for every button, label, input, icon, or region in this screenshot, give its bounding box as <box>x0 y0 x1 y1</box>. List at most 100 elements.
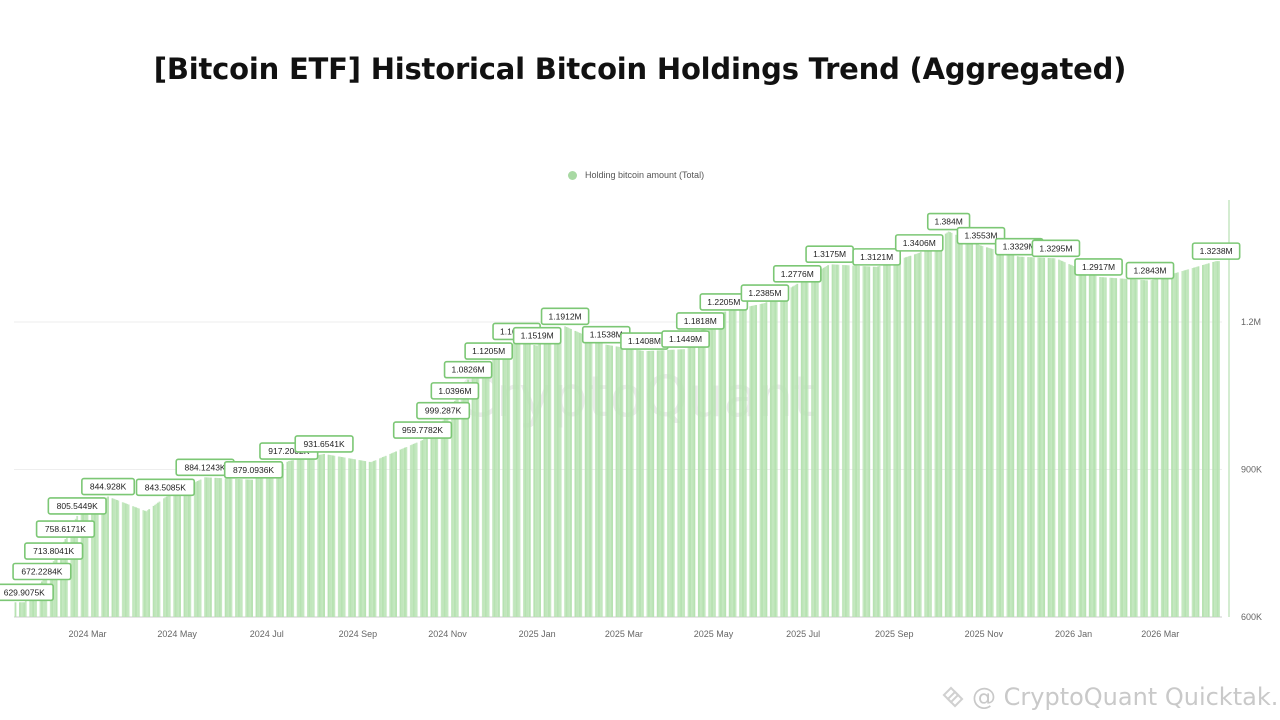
bar <box>1040 257 1043 617</box>
bar <box>1216 261 1219 617</box>
bar <box>249 479 252 617</box>
bar <box>411 444 414 617</box>
bar <box>753 305 756 617</box>
data-label-text: 1.3553M <box>964 231 997 241</box>
bar <box>1191 268 1194 617</box>
bar <box>183 487 186 617</box>
bar <box>301 458 303 617</box>
bar <box>343 457 346 617</box>
bar <box>617 346 619 617</box>
bar <box>258 476 261 617</box>
bar <box>615 346 618 617</box>
bar <box>433 429 436 617</box>
bar <box>711 321 713 617</box>
bar <box>1049 258 1051 617</box>
bar <box>461 389 464 617</box>
bar <box>189 484 192 617</box>
data-label-text: 758.6171K <box>45 524 86 534</box>
bar <box>154 504 156 617</box>
bar <box>215 477 218 617</box>
bar <box>340 457 343 617</box>
bar <box>107 496 109 617</box>
footer-credit: @ CryptoQuant Quicktak... <box>940 683 1280 711</box>
bar <box>806 277 809 617</box>
bar <box>1093 274 1096 617</box>
bar <box>636 349 639 617</box>
data-label: 1.2205M <box>699 293 749 311</box>
bar <box>296 459 299 617</box>
bar <box>925 247 928 617</box>
bar <box>423 438 425 617</box>
bar <box>329 454 331 617</box>
bar <box>518 342 521 617</box>
bar <box>899 259 902 617</box>
bar <box>996 250 999 617</box>
bar <box>822 267 825 617</box>
bar <box>60 547 62 617</box>
bar <box>1060 260 1063 617</box>
data-label: 1.2917M <box>1074 258 1123 276</box>
bar <box>846 265 849 617</box>
bar <box>462 386 465 617</box>
bar <box>265 472 268 617</box>
bar <box>662 350 665 617</box>
bar <box>811 274 813 617</box>
bar <box>791 286 794 617</box>
bar <box>1002 251 1004 617</box>
bar <box>702 328 705 617</box>
data-label-text: 959.7782K <box>402 425 443 435</box>
bar <box>477 370 480 617</box>
x-tick-label: 2024 May <box>157 629 197 639</box>
bar <box>259 475 262 617</box>
bar <box>639 350 641 617</box>
bar <box>536 345 539 617</box>
bar <box>453 400 456 617</box>
bar <box>894 260 897 617</box>
bar <box>492 357 494 617</box>
bar <box>1177 272 1179 617</box>
bar <box>442 420 445 617</box>
data-label-text: 1.3329M <box>1003 242 1036 252</box>
bar <box>1204 264 1207 617</box>
chart-legend[interactable]: Holding bitcoin amount (Total) <box>568 169 704 181</box>
bar <box>858 265 860 617</box>
bar <box>446 413 449 617</box>
bar <box>1090 273 1093 617</box>
bar <box>649 350 652 617</box>
bar <box>246 479 249 617</box>
bar <box>359 460 362 617</box>
bar <box>548 337 550 617</box>
bar <box>512 343 515 617</box>
bar <box>193 482 196 617</box>
bar <box>618 346 621 617</box>
bar <box>936 240 938 617</box>
bar <box>349 458 352 617</box>
bar <box>371 461 374 617</box>
bar <box>805 278 808 617</box>
bar <box>251 479 253 617</box>
data-label-text: 1.0396M <box>438 386 471 396</box>
data-label-box <box>430 382 480 400</box>
bar <box>991 249 994 617</box>
bar <box>195 481 198 617</box>
bar <box>794 284 797 617</box>
x-tick-label: 2025 Nov <box>965 629 1004 639</box>
bar <box>1027 257 1029 617</box>
bar <box>113 498 115 617</box>
bar <box>719 314 722 617</box>
bar <box>774 296 777 617</box>
bar <box>395 451 397 617</box>
bar <box>93 504 96 617</box>
data-label-box <box>512 326 562 345</box>
bar <box>790 287 793 617</box>
bar <box>721 313 724 617</box>
bar <box>837 264 840 617</box>
data-label-box <box>464 342 514 360</box>
bar <box>440 422 443 617</box>
bar <box>1132 279 1135 617</box>
data-label-text: 1.1449M <box>669 334 702 344</box>
bar <box>586 336 589 617</box>
data-label: 805.5449K <box>47 497 107 515</box>
bar <box>843 265 846 617</box>
